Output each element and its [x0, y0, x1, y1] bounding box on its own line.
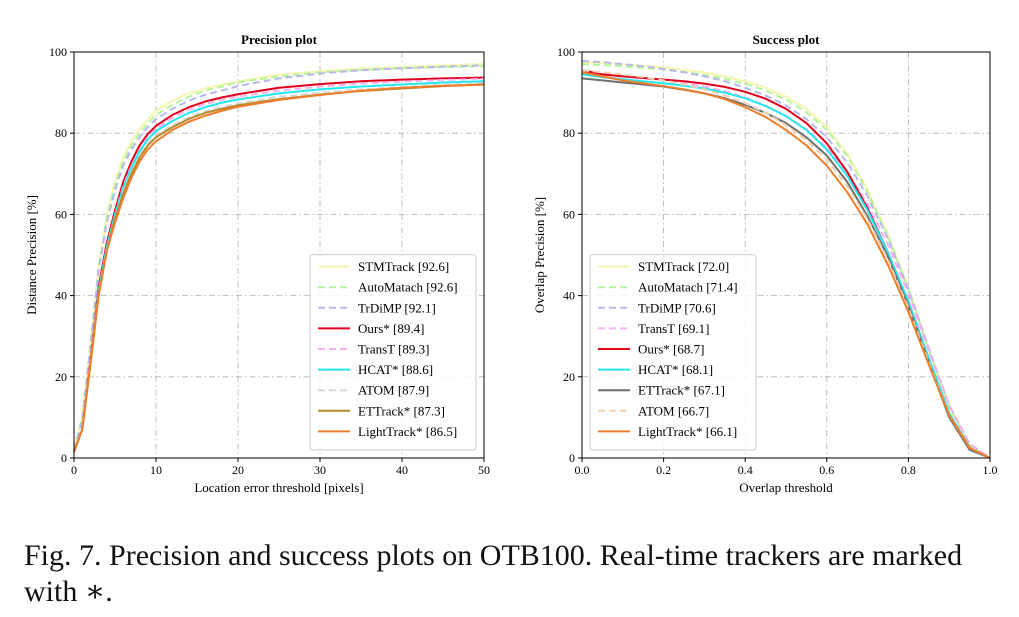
legend-label-3: Ours* [89.4]: [358, 321, 424, 336]
axes-frame: [581, 51, 991, 459]
series-line-8: [73, 83, 485, 453]
legend-label-8: LightTrack* [66.1]: [638, 424, 737, 439]
x-tick-label: 50: [478, 463, 490, 477]
series-line-5: [581, 73, 991, 459]
x-tick-label: 0: [71, 463, 77, 477]
legend-label-4: Ours* [68.7]: [638, 342, 704, 357]
legend: STMTrack [92.6] AutoMatach [92.6] TrDiMP […: [309, 254, 477, 451]
y-tick-label: 20: [563, 370, 575, 384]
x-tick-label: 40: [396, 463, 408, 477]
y-tick-label: 80: [55, 126, 67, 140]
x-tick-label: 0.8: [901, 463, 916, 477]
legend-label-8: LightTrack* [86.5]: [358, 424, 457, 439]
y-tick-label: 0: [61, 451, 67, 465]
y-tick-label: 80: [563, 126, 575, 140]
x-tick-label: 10: [150, 463, 162, 477]
y-axis-label: Distance Precision [%]: [24, 195, 39, 315]
x-tick-label: 20: [232, 463, 244, 477]
chart-title: Success plot: [753, 32, 820, 47]
legend-label-2: TrDiMP [92.1]: [358, 300, 436, 315]
figure: 0 10 20 30 40 50 0 20 40 60 80 100 Precision plot Loc…: [24, 32, 998, 495]
y-tick-label: 40: [55, 289, 67, 303]
legend-label-1: AutoMatach [71.4]: [638, 280, 738, 295]
legend-label-1: AutoMatach [92.6]: [358, 280, 458, 295]
axes-frame: [73, 51, 485, 459]
figure-caption: Fig. 7. Precision and success plots on O…: [24, 539, 963, 608]
legend-label-5: HCAT* [68.1]: [638, 362, 713, 377]
y-tick-label: 0: [569, 451, 575, 465]
x-tick-label: 0.2: [656, 463, 671, 477]
chart-title: Precision plot: [241, 32, 318, 47]
legend-label-3: TransT [69.1]: [638, 321, 710, 336]
legend-label-5: HCAT* [88.6]: [358, 362, 433, 377]
x-axis-label: Location error threshold [pixels]: [194, 480, 363, 495]
legend-label-4: TransT [89.3]: [358, 342, 430, 357]
series-line-4: [73, 77, 485, 453]
y-tick-label: 40: [563, 289, 575, 303]
y-tick-label: 20: [55, 370, 67, 384]
legend-label-7: ATOM [66.7]: [638, 403, 709, 418]
y-tick-label: 100: [557, 45, 575, 59]
legend-box: [589, 254, 757, 451]
y-tick-label: 60: [55, 207, 67, 221]
x-tick-label: 0.0: [575, 463, 590, 477]
y-axis-label: Overlap Precision [%]: [532, 197, 547, 313]
x-tick-label: 30: [314, 463, 326, 477]
legend-box: [309, 254, 477, 451]
x-axis-label: Overlap threshold: [739, 480, 833, 495]
success-plot: 0.0 0.2 0.4 0.6 0.8 1.0 0 20 40 60 80 100 Success pl…: [532, 32, 998, 495]
precision-plot: 0 10 20 30 40 50 0 20 40 60 80 100 Precision plot Loc…: [24, 32, 490, 495]
y-tick-label: 60: [563, 207, 575, 221]
series-line-2: [73, 64, 485, 451]
legend: STMTrack [72.0] AutoMatach [71.4] TrDiMP […: [589, 254, 757, 451]
x-tick-label: 0.6: [819, 463, 834, 477]
legend-label-6: ETTrack* [67.1]: [638, 383, 725, 398]
legend-label-6: ATOM [87.9]: [358, 383, 429, 398]
x-tick-label: 0.4: [738, 463, 753, 477]
legend-label-0: STMTrack [92.6]: [358, 259, 449, 274]
series-line-1: [581, 63, 991, 459]
series-line-8: [581, 71, 991, 459]
x-tick-label: 1.0: [983, 463, 998, 477]
legend-label-2: TrDiMP [70.6]: [638, 300, 716, 315]
legend-label-7: ETTrack* [87.3]: [358, 403, 445, 418]
y-tick-label: 100: [49, 45, 67, 59]
charts-svg: 0 10 20 30 40 50 0 20 40 60 80 100 Precision plot Loc…: [24, 32, 998, 495]
legend-label-0: STMTrack [72.0]: [638, 259, 729, 274]
